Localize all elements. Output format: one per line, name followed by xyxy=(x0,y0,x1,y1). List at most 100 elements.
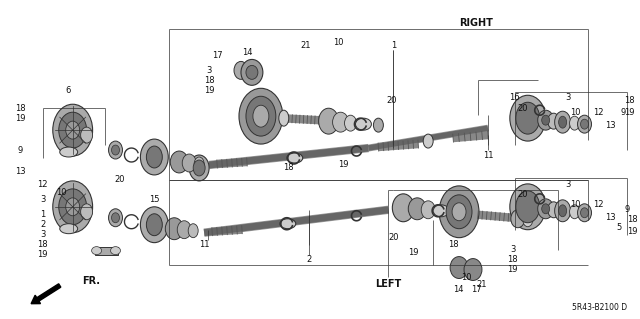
Text: 10: 10 xyxy=(56,188,67,197)
Ellipse shape xyxy=(538,110,554,130)
Text: 19: 19 xyxy=(408,248,419,257)
Text: 19: 19 xyxy=(627,227,637,236)
Ellipse shape xyxy=(81,204,93,220)
Ellipse shape xyxy=(109,209,122,227)
Ellipse shape xyxy=(555,111,571,133)
Ellipse shape xyxy=(421,201,435,219)
Text: 5R43-B2100 D: 5R43-B2100 D xyxy=(572,303,627,312)
Text: 11: 11 xyxy=(483,151,493,160)
Text: 9: 9 xyxy=(621,108,626,117)
Ellipse shape xyxy=(408,198,426,220)
Text: 20: 20 xyxy=(518,104,528,113)
Ellipse shape xyxy=(510,184,546,230)
Text: 18: 18 xyxy=(284,163,294,173)
Text: 2: 2 xyxy=(40,220,45,229)
Text: 12: 12 xyxy=(593,108,604,117)
Ellipse shape xyxy=(446,195,472,229)
Text: 13: 13 xyxy=(605,213,616,222)
Text: 19: 19 xyxy=(624,108,635,117)
Text: 13: 13 xyxy=(605,121,616,130)
Ellipse shape xyxy=(392,194,414,222)
Ellipse shape xyxy=(287,153,303,163)
Ellipse shape xyxy=(452,203,466,221)
Ellipse shape xyxy=(541,115,550,125)
Ellipse shape xyxy=(559,116,566,128)
Text: 17: 17 xyxy=(212,51,222,60)
Text: 3: 3 xyxy=(565,180,570,189)
Ellipse shape xyxy=(450,256,468,278)
Ellipse shape xyxy=(464,259,482,280)
Ellipse shape xyxy=(319,108,339,134)
Text: 21: 21 xyxy=(300,41,311,50)
Ellipse shape xyxy=(555,200,571,222)
Ellipse shape xyxy=(280,219,296,229)
Ellipse shape xyxy=(177,221,191,239)
Ellipse shape xyxy=(548,202,559,218)
Ellipse shape xyxy=(511,210,525,228)
Text: 9: 9 xyxy=(625,205,630,214)
Ellipse shape xyxy=(570,205,580,219)
Ellipse shape xyxy=(81,127,93,143)
Ellipse shape xyxy=(241,59,263,85)
Text: 18: 18 xyxy=(508,255,518,264)
Ellipse shape xyxy=(147,214,163,236)
Text: 14: 14 xyxy=(453,285,463,294)
Ellipse shape xyxy=(111,213,120,223)
Text: 3: 3 xyxy=(40,195,45,204)
Ellipse shape xyxy=(147,146,163,168)
Ellipse shape xyxy=(433,205,449,217)
Ellipse shape xyxy=(246,96,276,136)
Ellipse shape xyxy=(60,147,77,157)
Text: 14: 14 xyxy=(242,48,252,57)
Text: 6: 6 xyxy=(65,86,70,95)
Text: 10: 10 xyxy=(461,273,471,282)
Ellipse shape xyxy=(52,181,93,233)
Text: 9: 9 xyxy=(17,145,22,154)
Text: 18: 18 xyxy=(448,240,458,249)
Ellipse shape xyxy=(577,115,591,133)
Ellipse shape xyxy=(239,88,283,144)
Text: 20: 20 xyxy=(388,233,399,242)
Text: 12: 12 xyxy=(38,180,48,189)
Text: 19: 19 xyxy=(204,86,214,95)
Text: 2: 2 xyxy=(306,255,311,264)
Ellipse shape xyxy=(355,118,371,130)
Ellipse shape xyxy=(59,112,86,148)
Ellipse shape xyxy=(60,224,77,234)
Text: 1: 1 xyxy=(40,210,45,219)
Ellipse shape xyxy=(170,151,188,173)
Ellipse shape xyxy=(92,247,102,255)
Ellipse shape xyxy=(66,121,79,139)
FancyArrow shape xyxy=(31,284,61,304)
Text: 5: 5 xyxy=(617,223,622,232)
Ellipse shape xyxy=(344,115,356,131)
Text: 10: 10 xyxy=(333,38,344,47)
Text: 1: 1 xyxy=(390,41,396,50)
Ellipse shape xyxy=(279,110,289,126)
Ellipse shape xyxy=(580,119,589,129)
Text: 18: 18 xyxy=(627,215,637,224)
Ellipse shape xyxy=(182,154,196,172)
Ellipse shape xyxy=(246,65,258,79)
Text: 12: 12 xyxy=(593,200,604,209)
Text: 19: 19 xyxy=(15,114,25,123)
Text: 21: 21 xyxy=(477,280,487,289)
Ellipse shape xyxy=(577,204,591,222)
Ellipse shape xyxy=(439,186,479,238)
Text: 11: 11 xyxy=(199,240,209,249)
Text: 18: 18 xyxy=(38,240,48,249)
Ellipse shape xyxy=(523,213,532,227)
Ellipse shape xyxy=(193,160,205,176)
Text: LEFT: LEFT xyxy=(375,279,401,289)
Ellipse shape xyxy=(548,113,559,129)
Text: 19: 19 xyxy=(508,265,518,274)
Text: 18: 18 xyxy=(15,104,25,113)
Ellipse shape xyxy=(109,141,122,159)
Ellipse shape xyxy=(111,145,120,155)
Text: 17: 17 xyxy=(470,285,481,294)
Ellipse shape xyxy=(423,134,433,148)
Ellipse shape xyxy=(516,191,540,223)
Text: 19: 19 xyxy=(339,160,349,169)
Ellipse shape xyxy=(253,105,269,127)
Text: FR.: FR. xyxy=(82,277,100,286)
